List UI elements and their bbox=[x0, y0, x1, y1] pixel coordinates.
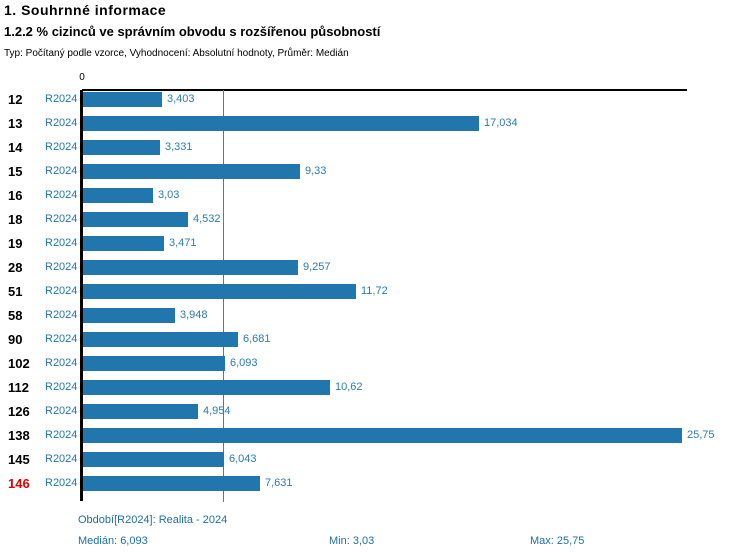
row-series-label: R2024 bbox=[45, 93, 78, 105]
indicator-title: 1.2.2 % cizinců ve správním obvodu s roz… bbox=[4, 24, 381, 39]
row-series-label: R2024 bbox=[45, 261, 78, 273]
bar-value-label: 25,75 bbox=[687, 429, 715, 441]
bar bbox=[83, 380, 330, 395]
bar-value-label: 6,093 bbox=[230, 357, 258, 369]
bar bbox=[83, 332, 238, 347]
row-category-label: 28 bbox=[8, 260, 23, 275]
bar bbox=[83, 452, 224, 467]
row-series-label: R2024 bbox=[45, 357, 78, 369]
row-series-label: R2024 bbox=[45, 333, 78, 345]
bar bbox=[83, 164, 300, 179]
bar-value-label: 4,532 bbox=[193, 213, 221, 225]
row-category-label: 12 bbox=[8, 92, 23, 107]
row-series-label: R2024 bbox=[45, 189, 78, 201]
row-category-label: 19 bbox=[8, 236, 23, 251]
row-category-label: 58 bbox=[8, 308, 23, 323]
row-category-label: 102 bbox=[8, 356, 30, 371]
row-series-label: R2024 bbox=[45, 453, 78, 465]
bar bbox=[83, 188, 153, 203]
bar bbox=[83, 356, 225, 371]
bar bbox=[83, 428, 682, 443]
footer-period: Období[R2024]: Realita - 2024 bbox=[78, 514, 228, 526]
row-category-label: 90 bbox=[8, 332, 23, 347]
bar bbox=[83, 92, 162, 107]
row-series-label: R2024 bbox=[45, 141, 78, 153]
row-category-label: 16 bbox=[8, 188, 23, 203]
footer-max-stat: Max: 25,75 bbox=[530, 535, 585, 547]
row-category-label: 138 bbox=[8, 428, 30, 443]
bar-value-label: 17,034 bbox=[484, 117, 518, 129]
row-category-label: 14 bbox=[8, 140, 23, 155]
indicator-meta: Typ: Počítaný podle vzorce, Vyhodnocení:… bbox=[4, 48, 349, 59]
row-category-label: 145 bbox=[8, 452, 30, 467]
row-category-label: 146 bbox=[8, 476, 30, 491]
bar-value-label: 3,331 bbox=[165, 141, 193, 153]
footer-min-stat: Min: 3,03 bbox=[329, 535, 375, 547]
row-series-label: R2024 bbox=[45, 237, 78, 249]
bar-value-label: 3,03 bbox=[158, 189, 180, 201]
bar bbox=[83, 404, 198, 419]
bar bbox=[83, 116, 479, 131]
bar bbox=[83, 212, 188, 227]
bar bbox=[83, 260, 298, 275]
row-series-label: R2024 bbox=[45, 117, 78, 129]
x-axis-zero-label: 0 bbox=[79, 72, 85, 83]
row-series-label: R2024 bbox=[45, 165, 78, 177]
bar bbox=[83, 236, 164, 251]
row-series-label: R2024 bbox=[45, 381, 78, 393]
row-category-label: 51 bbox=[8, 284, 23, 299]
bar-value-label: 6,043 bbox=[229, 453, 257, 465]
row-series-label: R2024 bbox=[45, 477, 78, 489]
y-axis-line bbox=[80, 90, 83, 501]
row-series-label: R2024 bbox=[45, 309, 78, 321]
row-category-label: 112 bbox=[8, 380, 29, 395]
row-category-label: 15 bbox=[8, 164, 23, 179]
row-category-label: 13 bbox=[8, 116, 23, 131]
bar-value-label: 9,33 bbox=[305, 165, 327, 177]
bar-value-label: 4,954 bbox=[203, 405, 231, 417]
row-series-label: R2024 bbox=[45, 429, 78, 441]
row-category-label: 18 bbox=[8, 212, 23, 227]
bar-value-label: 6,681 bbox=[243, 333, 271, 345]
row-series-label: R2024 bbox=[45, 285, 78, 297]
row-series-label: R2024 bbox=[45, 213, 78, 225]
row-category-label: 126 bbox=[8, 404, 30, 419]
report-section-title: 1. Souhrnné informace bbox=[4, 2, 167, 18]
bar-value-label: 7,631 bbox=[265, 477, 293, 489]
bar bbox=[83, 284, 356, 299]
x-axis-line bbox=[82, 89, 687, 91]
bar bbox=[83, 476, 260, 491]
row-series-label: R2024 bbox=[45, 405, 78, 417]
footer-median-stat: Medián: 6,093 bbox=[78, 535, 148, 547]
bar bbox=[83, 308, 175, 323]
bar-value-label: 3,403 bbox=[167, 93, 195, 105]
bar-value-label: 11,72 bbox=[361, 285, 388, 297]
bar-value-label: 10,62 bbox=[335, 381, 363, 393]
bar-value-label: 3,948 bbox=[180, 309, 208, 321]
bar-value-label: 3,471 bbox=[169, 237, 197, 249]
bar-value-label: 9,257 bbox=[303, 261, 331, 273]
bar bbox=[83, 140, 160, 155]
